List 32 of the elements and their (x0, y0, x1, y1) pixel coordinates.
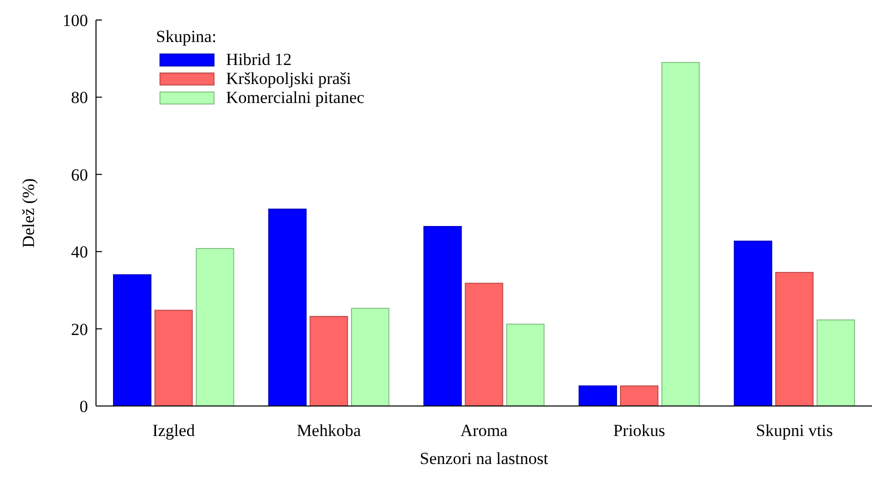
bar (268, 208, 307, 406)
bar (196, 248, 234, 406)
y-tick-label: 80 (71, 88, 88, 108)
y-tick-label: 100 (62, 10, 88, 30)
bar (816, 319, 855, 406)
bar (775, 272, 814, 406)
bar (661, 62, 700, 406)
bar (310, 316, 348, 406)
bar (578, 385, 618, 406)
x-tick-label: Mehkoba (296, 421, 362, 440)
legend-label: Hibrid 12 (226, 50, 292, 69)
y-tick-label: 40 (71, 242, 88, 262)
y-tick-label: 0 (80, 396, 88, 416)
y-tick-label: 60 (71, 165, 88, 184)
bar (620, 385, 658, 406)
bar (113, 274, 152, 406)
x-tick-label: Priokus (613, 421, 666, 440)
legend-label: Krškopoljski praši (226, 69, 352, 88)
x-axis-title: Senzori na lastnost (420, 449, 548, 468)
bar (154, 310, 193, 406)
y-axis-title: Delež (%) (19, 178, 38, 248)
bar (350, 308, 390, 406)
y-tick-label: 20 (71, 320, 88, 339)
legend-label: Komercialni pitanec (226, 88, 365, 107)
x-tick-label: Skupni vtis (756, 421, 833, 440)
bar (506, 324, 545, 406)
x-tick-label: Aroma (460, 421, 508, 440)
bar (464, 282, 504, 406)
bar (423, 226, 462, 406)
bar (734, 240, 772, 406)
x-tick-label: Izgled (152, 421, 196, 440)
legend-title: Skupina: (156, 27, 216, 46)
